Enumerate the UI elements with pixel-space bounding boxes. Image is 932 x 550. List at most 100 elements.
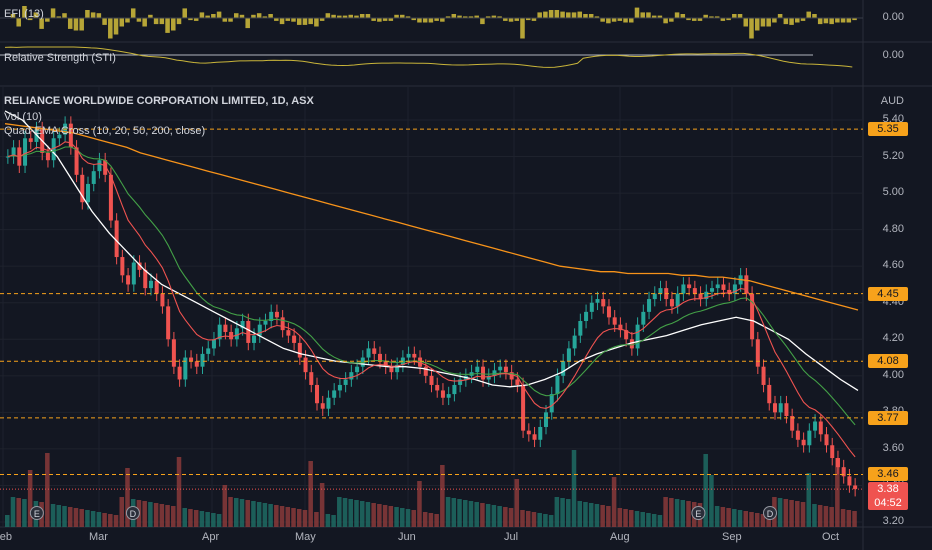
efi-bar <box>503 18 508 21</box>
efi-bar <box>737 14 743 19</box>
x-tick-label: Aug <box>610 531 630 543</box>
volume-bar <box>846 510 852 527</box>
efi-bar <box>703 14 708 19</box>
efi-bar <box>176 18 182 25</box>
volume-bar <box>325 514 331 527</box>
efi-bar <box>462 16 468 19</box>
dividend-marker[interactable]: D <box>763 506 777 520</box>
volume-bar <box>233 498 239 527</box>
volume-bar <box>371 503 376 527</box>
efi-bar <box>411 18 416 21</box>
candle-body <box>80 174 85 203</box>
candle-body <box>481 366 486 380</box>
volume-bar <box>85 510 90 527</box>
volume-bar <box>411 510 416 527</box>
efi-bar <box>440 18 445 22</box>
candle-body <box>561 361 566 376</box>
efi-bar <box>90 12 96 19</box>
volume-bar <box>382 505 388 527</box>
volume-bar <box>56 505 62 527</box>
volume-bar <box>405 509 411 527</box>
earnings-marker[interactable]: E <box>29 506 44 520</box>
volume-bar <box>491 505 497 527</box>
volume-bar <box>611 477 617 527</box>
candle-body <box>503 366 508 373</box>
efi-bar <box>296 18 302 25</box>
volume-bar <box>754 513 760 527</box>
y-tick-label: 4.00 <box>882 368 904 381</box>
candle-body <box>349 372 354 380</box>
volume-bar <box>583 502 588 527</box>
candle-body <box>681 284 686 294</box>
efi-bar <box>709 16 714 19</box>
efi-bar <box>119 18 125 27</box>
efi-bar <box>457 15 462 19</box>
efi-bar <box>646 12 651 19</box>
volume-bar <box>445 497 451 527</box>
volume-bar <box>165 505 170 527</box>
efi-bar <box>474 15 479 19</box>
volume-bar <box>108 514 113 527</box>
candle-body <box>526 430 531 435</box>
earnings-marker[interactable]: E <box>691 506 706 520</box>
efi-bar <box>325 13 331 19</box>
volume-bar <box>588 503 594 527</box>
efi-bar <box>525 18 531 21</box>
efi-bar <box>113 18 119 35</box>
volume-bar <box>829 507 834 527</box>
volume-bar <box>634 511 640 527</box>
efi-bar <box>468 16 474 19</box>
efi-bar <box>634 7 640 19</box>
x-tick-label: Mar <box>89 531 108 543</box>
efi-bar <box>508 18 514 22</box>
volume-bar <box>783 499 789 527</box>
candle-body <box>601 299 606 307</box>
efi-bar <box>732 14 737 19</box>
candle-body <box>515 379 520 385</box>
efi-bar <box>188 18 193 21</box>
volume-bar <box>354 500 359 527</box>
efi-bar <box>686 18 691 21</box>
volume-bar <box>365 502 371 527</box>
candle-body <box>452 384 457 395</box>
candle-body <box>74 147 79 175</box>
volume-bar <box>222 485 228 527</box>
volume-bar <box>497 506 502 527</box>
candle-body <box>211 339 216 349</box>
candle-body <box>91 171 96 184</box>
volume-bar <box>669 498 674 527</box>
efi-bar <box>182 8 187 19</box>
candle-body <box>784 403 789 417</box>
volume-bar <box>817 505 823 527</box>
candle-body <box>377 353 382 362</box>
volume-bar <box>732 509 737 527</box>
volume-bar <box>153 503 159 527</box>
y-tick-label: 5.00 <box>882 186 904 199</box>
efi-bar <box>537 12 542 19</box>
volume-bar <box>319 483 325 527</box>
candle-body <box>572 335 577 349</box>
x-tick-label: Jun <box>398 531 416 543</box>
efi-bar <box>497 16 502 19</box>
volume-bar <box>777 498 783 527</box>
candle-body <box>177 366 182 380</box>
efi-bar <box>852 18 857 21</box>
volume-bar <box>812 504 817 527</box>
candle-body <box>606 306 611 318</box>
candle-body <box>269 311 274 321</box>
marker-label: D <box>130 509 137 519</box>
efi-bar <box>239 14 245 19</box>
volume-bar <box>359 501 365 527</box>
dividend-marker[interactable]: D <box>125 506 140 520</box>
efi-bar <box>829 18 834 25</box>
volume-bar <box>714 506 720 527</box>
volume-bar <box>176 457 182 527</box>
volume-bar <box>577 501 583 527</box>
volume-bar <box>148 502 153 527</box>
candle-body <box>51 138 56 161</box>
volume-bar <box>806 473 812 527</box>
candle-body <box>595 299 600 303</box>
sti-axis-value: 0.00 <box>882 49 904 61</box>
candle-body <box>154 280 159 294</box>
